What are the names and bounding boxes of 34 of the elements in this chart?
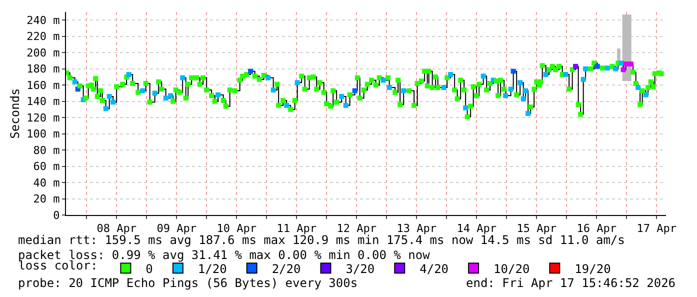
x-tick-label: 17 Apr bbox=[636, 222, 677, 236]
y-tick-label: 160 m bbox=[26, 78, 60, 92]
x-tick-label: 13 Apr bbox=[396, 222, 437, 236]
y-tick-label: 220 m bbox=[26, 30, 60, 44]
y-tick-label: 40 m bbox=[33, 176, 60, 190]
text: probe: 20 ICMP Echo Pings (56 Bytes) every 300s bbox=[18, 276, 358, 290]
y-tick-label: 100 m bbox=[26, 128, 60, 141]
y-tick-label: 140 m bbox=[26, 95, 60, 108]
x-tick-label: 15 Apr bbox=[516, 222, 557, 236]
x-tick-label: 10 Apr bbox=[216, 222, 257, 236]
y-tick-label: 60 m bbox=[33, 160, 60, 174]
y-tick-label: 200 m bbox=[26, 46, 60, 60]
legend-label: 4/20 bbox=[420, 262, 449, 276]
x-tick-label: 14 Apr bbox=[456, 222, 497, 236]
x-tick-label: 08 Apr bbox=[96, 222, 137, 236]
legend-label: 19/20 bbox=[574, 262, 611, 276]
legend-label: 1/20 bbox=[198, 262, 227, 276]
legend-label: 3/20 bbox=[346, 262, 375, 276]
y-tick-label: 0 bbox=[53, 208, 60, 222]
x-tick-label: 16 Apr bbox=[576, 222, 617, 236]
text: end: Fri Apr 17 15:46:52 2026 bbox=[466, 276, 676, 290]
x-tick-label: 11 Apr bbox=[276, 222, 317, 236]
y-tick-label: 180 m bbox=[26, 62, 60, 76]
text: median rtt: 159.5 ms avg 187.6 ms max 120.9 ms min 175.4 ms now 14.5 ms sd 11.0 am/s bbox=[18, 233, 625, 247]
legend-label: 2/20 bbox=[272, 262, 301, 276]
y-axis-title: Seconds bbox=[8, 88, 22, 139]
x-tick-label: 09 Apr bbox=[156, 222, 197, 236]
legend-label: 10/20 bbox=[494, 262, 530, 276]
y-tick-label: 120 m bbox=[26, 111, 60, 124]
y-tick-label: 80 m bbox=[33, 144, 60, 157]
legend-label: 0 bbox=[146, 262, 153, 276]
y-tick-label: 240 m bbox=[26, 14, 60, 27]
x-tick-label: 12 Apr bbox=[336, 222, 377, 236]
y-tick-label: 20 m bbox=[33, 192, 60, 206]
